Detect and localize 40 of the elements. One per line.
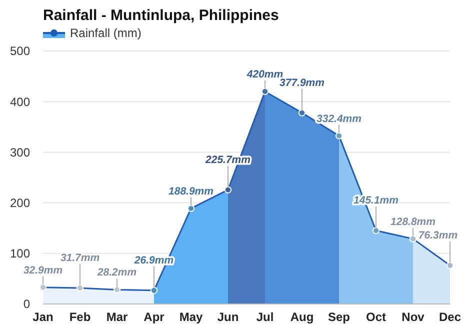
y-tick-label: 500 xyxy=(10,44,30,58)
point xyxy=(150,286,158,294)
data-label: 377.9mm xyxy=(280,76,324,89)
point xyxy=(335,132,343,140)
point xyxy=(113,286,121,294)
point xyxy=(224,186,232,194)
data-label: 32.9mm xyxy=(23,264,63,276)
data-label: 76.3mm xyxy=(418,229,458,242)
x-tick-label: Feb xyxy=(69,310,91,324)
x-tick-label: Mar xyxy=(106,310,128,324)
x-tick-label: Dec xyxy=(438,310,462,324)
x-tick-label: Jun xyxy=(217,310,239,324)
y-tick-label: 0 xyxy=(23,297,30,312)
x-tick-label: Aug xyxy=(290,310,314,324)
data-label: 332.4mm xyxy=(316,112,362,125)
data-label: 128.8mm xyxy=(390,216,436,228)
point xyxy=(261,88,269,96)
point xyxy=(39,284,47,291)
legend-label: Rainfall (mm) xyxy=(70,26,142,40)
point xyxy=(187,204,195,212)
data-label: 28.2mm xyxy=(96,266,137,279)
data-label: 31.7mm xyxy=(60,252,100,264)
x-tick-label: Jul xyxy=(256,310,274,324)
point xyxy=(446,262,454,269)
y-tick-label: 200 xyxy=(10,196,30,210)
x-tick-label: Sep xyxy=(328,310,350,324)
point xyxy=(76,284,84,292)
x-tick-label: May xyxy=(179,310,203,324)
y-tick-label: 100 xyxy=(10,246,30,261)
x-tick-label: Nov xyxy=(402,310,425,324)
point xyxy=(409,235,417,242)
point xyxy=(298,109,306,116)
point xyxy=(372,226,380,234)
data-label: 188.9mm xyxy=(168,185,214,198)
y-tick-label: 400 xyxy=(10,94,30,109)
chart-title: Rainfall - Muntinlupa, Philippines xyxy=(43,7,279,24)
x-tick-label: Oct xyxy=(366,310,386,324)
x-tick-label: Apr xyxy=(144,310,165,324)
y-tick-label: 300 xyxy=(10,145,30,160)
x-tick-label: Jan xyxy=(32,310,54,324)
